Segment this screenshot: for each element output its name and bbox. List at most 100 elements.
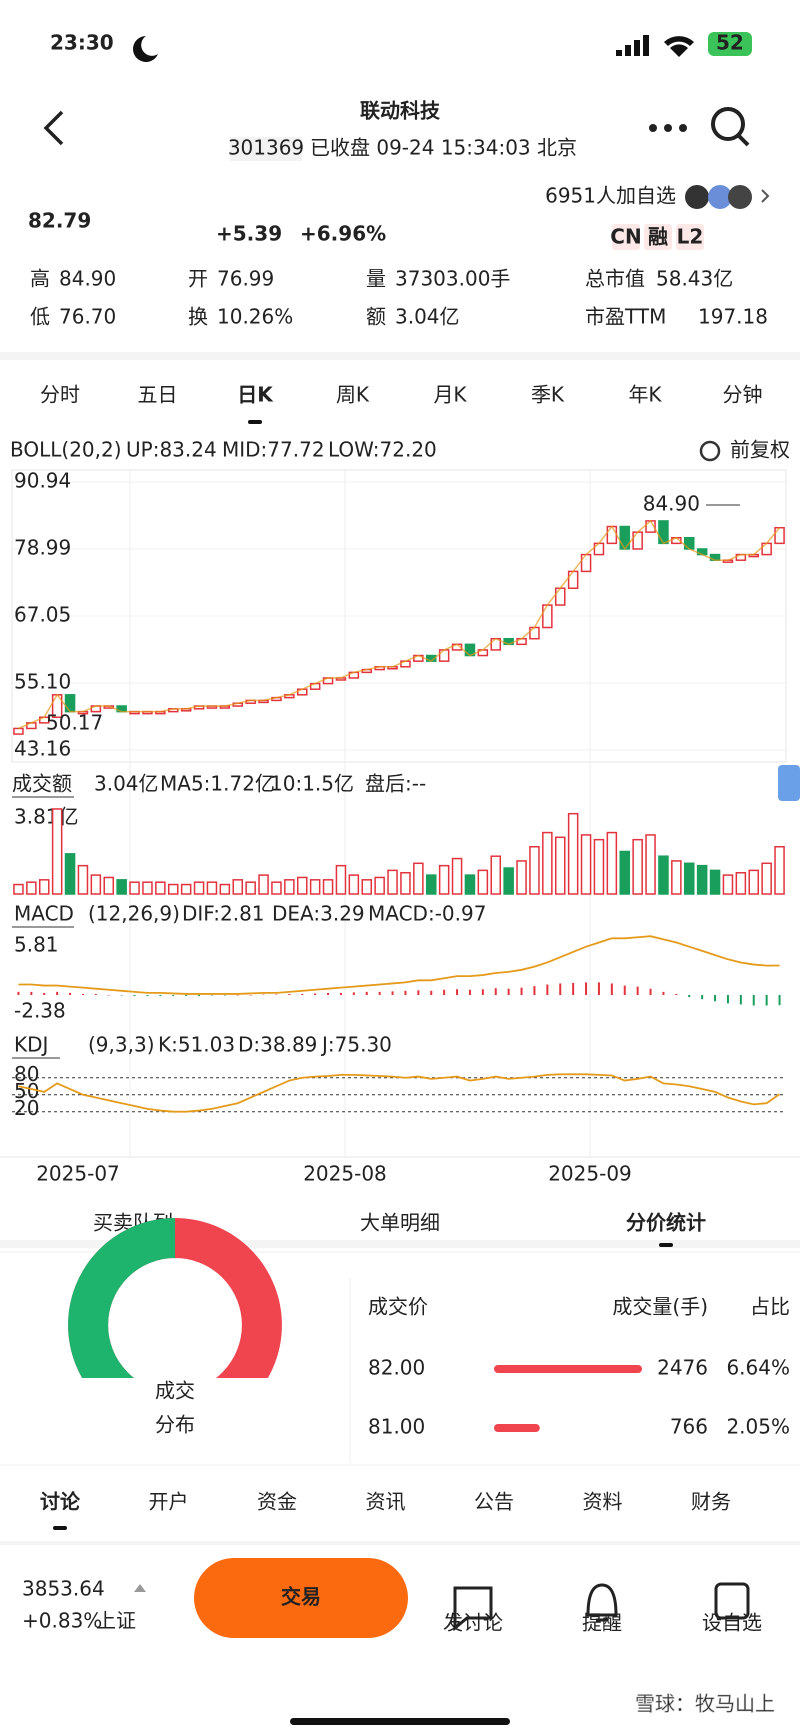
divider	[0, 352, 800, 360]
macd-bar	[391, 991, 394, 996]
stat-value: 3.04亿	[395, 305, 460, 329]
price: 82.79	[28, 209, 91, 233]
kdj-d: D:38.89	[238, 1033, 317, 1057]
candle	[64, 694, 76, 713]
row-share: 2.05%	[726, 1415, 790, 1439]
macd-bar	[688, 995, 691, 998]
volume-bar	[116, 879, 127, 895]
wifi-icon	[664, 36, 694, 57]
macd-bar	[546, 984, 549, 996]
volume-bar	[245, 881, 256, 895]
volume-bar	[284, 879, 295, 895]
k-line	[18, 1073, 781, 1113]
volume-bar	[296, 876, 308, 895]
bottom-tab: 资讯	[366, 1490, 406, 1514]
candle	[761, 542, 772, 556]
adjust-mode: 前复权	[730, 438, 790, 462]
macd-bar	[520, 987, 523, 996]
period-tab: 分钟	[723, 383, 763, 407]
stat-label: 总市值	[585, 267, 645, 291]
macd-bar	[610, 983, 613, 996]
divider	[0, 1240, 800, 1248]
macd-bar	[417, 990, 420, 996]
volume-bar	[219, 883, 231, 895]
volume-bar	[490, 855, 502, 895]
volume-bar	[322, 879, 334, 895]
candle	[542, 604, 553, 629]
discuss-icon[interactable]	[453, 1586, 493, 1632]
code-badge	[230, 137, 302, 161]
sub-tab: 分价统计	[626, 1211, 706, 1235]
stat-label: 市盈TTM	[585, 305, 666, 329]
volume-bar	[271, 881, 282, 895]
back-button[interactable]	[43, 110, 64, 146]
period-tab: 周K	[336, 383, 370, 407]
x-tick-label: 2025-07	[36, 1162, 120, 1186]
signal-icon	[616, 35, 649, 56]
volume-share-bar	[494, 1424, 540, 1432]
candle	[438, 649, 450, 662]
candle	[774, 526, 785, 545]
volume-bar	[180, 883, 192, 895]
badge-label: L2	[677, 225, 704, 249]
volume-bar	[451, 857, 463, 895]
macd-bar	[94, 993, 97, 996]
volume-bar	[374, 876, 385, 895]
bottom-tab: 财务	[691, 1490, 731, 1514]
kdj-params: (9,3,3)	[88, 1033, 155, 1057]
volume-bar	[632, 838, 643, 895]
action-label: 发讨论	[443, 1611, 503, 1635]
volume-bar	[516, 860, 527, 895]
y-tick-label: 20	[14, 1096, 39, 1120]
bottom-tab: 开户	[149, 1490, 189, 1514]
volume-bar	[13, 883, 24, 895]
macd-bar	[714, 995, 717, 1002]
stat-label: 换	[188, 305, 208, 329]
action-label: 设自选	[702, 1611, 762, 1635]
macd-bar	[623, 985, 626, 996]
change-percent: +6.96%	[300, 222, 386, 246]
macd-bar	[288, 993, 291, 996]
volume-bar	[580, 834, 592, 895]
volume-bar	[167, 883, 179, 895]
volume-bar	[38, 879, 50, 895]
macd-bar	[352, 992, 355, 996]
candle	[683, 537, 695, 550]
macd-bar	[443, 989, 446, 996]
volume-bar	[309, 879, 321, 895]
volume-bar	[722, 874, 734, 895]
volume-bar	[748, 869, 760, 895]
bottom-tab: 讨论	[40, 1490, 81, 1514]
volume-bar	[761, 862, 772, 895]
row-price: 81.00	[368, 1415, 425, 1439]
moon-icon	[133, 36, 158, 63]
candle	[658, 520, 669, 545]
volume-bar	[438, 864, 450, 895]
period-tab: 月K	[433, 383, 467, 407]
macd-bar	[30, 991, 33, 996]
candle	[529, 626, 540, 640]
search-button[interactable]	[711, 107, 750, 147]
volume-bar	[387, 869, 398, 895]
volume-bar	[155, 881, 166, 895]
stat-value: 197.18	[698, 305, 768, 329]
candle	[13, 727, 24, 735]
candle	[554, 587, 566, 606]
macd-bar	[507, 988, 510, 996]
tab-indicator	[53, 1526, 67, 1530]
bell-icon[interactable]	[586, 1583, 618, 1622]
watchlist-icon[interactable]	[714, 1582, 750, 1620]
side-handle[interactable]	[778, 765, 800, 801]
trade-button[interactable]	[194, 1558, 408, 1638]
more-button[interactable]	[649, 124, 687, 132]
volume-bar	[477, 869, 489, 895]
tab-indicator	[659, 1243, 673, 1247]
macd-bar	[430, 990, 433, 996]
macd-bar	[636, 986, 639, 996]
bottom-tab: 资料	[583, 1490, 623, 1514]
macd-bar	[778, 995, 781, 1006]
stat-value: 58.43亿	[656, 267, 733, 291]
settings-icon[interactable]	[699, 440, 721, 462]
watermark: 雪球：牧马山上	[635, 1692, 775, 1716]
